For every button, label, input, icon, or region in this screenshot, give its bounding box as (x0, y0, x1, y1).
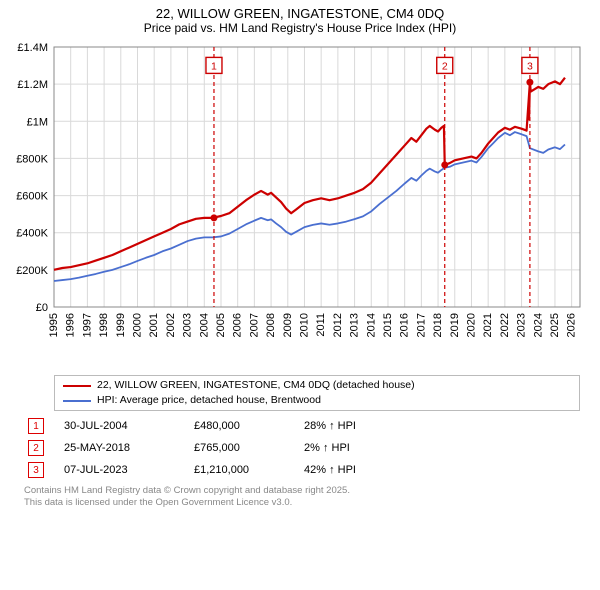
svg-text:3: 3 (527, 60, 533, 72)
title-address: 22, WILLOW GREEN, INGATESTONE, CM4 0DQ (0, 6, 600, 21)
chart-container: 22, WILLOW GREEN, INGATESTONE, CM4 0DQ P… (0, 0, 600, 509)
svg-text:2017: 2017 (415, 313, 427, 337)
svg-text:2: 2 (442, 60, 448, 72)
marker-box-icon: 2 (28, 440, 44, 456)
svg-text:£0: £0 (36, 302, 48, 314)
svg-text:2023: 2023 (516, 313, 528, 337)
legend: 22, WILLOW GREEN, INGATESTONE, CM4 0DQ (… (54, 375, 580, 411)
svg-text:2010: 2010 (298, 313, 310, 337)
svg-text:2020: 2020 (465, 313, 477, 337)
sale-marker-cell: 3 (24, 462, 64, 478)
table-row: 1 30-JUL-2004 £480,000 28% ↑ HPI (24, 415, 580, 437)
svg-text:2004: 2004 (198, 313, 210, 337)
sale-date: 30-JUL-2004 (64, 420, 194, 432)
svg-text:2002: 2002 (165, 313, 177, 337)
svg-text:2016: 2016 (399, 313, 411, 337)
svg-text:2014: 2014 (365, 313, 377, 337)
svg-text:2009: 2009 (282, 313, 294, 337)
svg-text:2007: 2007 (248, 313, 260, 337)
svg-text:2006: 2006 (232, 313, 244, 337)
legend-label: HPI: Average price, detached house, Bren… (97, 393, 321, 408)
svg-text:£1.2M: £1.2M (17, 79, 48, 91)
svg-text:1996: 1996 (65, 313, 77, 337)
svg-text:2005: 2005 (215, 313, 227, 337)
svg-text:2024: 2024 (532, 313, 544, 337)
sales-table: 1 30-JUL-2004 £480,000 28% ↑ HPI 2 25-MA… (24, 415, 580, 481)
svg-text:2001: 2001 (148, 313, 160, 337)
sale-delta: 2% ↑ HPI (304, 442, 424, 454)
svg-text:2008: 2008 (265, 313, 277, 337)
legend-swatch (63, 400, 91, 402)
svg-text:2018: 2018 (432, 313, 444, 337)
sale-delta: 42% ↑ HPI (304, 464, 424, 476)
svg-text:2021: 2021 (482, 313, 494, 337)
sale-price: £765,000 (194, 442, 304, 454)
svg-text:2011: 2011 (315, 313, 327, 337)
svg-text:£200K: £200K (16, 265, 48, 277)
sale-marker-cell: 1 (24, 418, 64, 434)
svg-text:2022: 2022 (499, 313, 511, 337)
legend-label: 22, WILLOW GREEN, INGATESTONE, CM4 0DQ (… (97, 378, 415, 393)
sale-price: £1,210,000 (194, 464, 304, 476)
marker-box-icon: 1 (28, 418, 44, 434)
svg-text:2025: 2025 (549, 313, 561, 337)
svg-text:1995: 1995 (48, 313, 60, 337)
title-subtitle: Price paid vs. HM Land Registry's House … (0, 21, 600, 35)
title-block: 22, WILLOW GREEN, INGATESTONE, CM4 0DQ P… (0, 0, 600, 39)
sale-marker-cell: 2 (24, 440, 64, 456)
svg-text:1998: 1998 (98, 313, 110, 337)
svg-text:1: 1 (211, 60, 217, 72)
svg-text:2003: 2003 (182, 313, 194, 337)
svg-text:1999: 1999 (115, 313, 127, 337)
svg-text:1997: 1997 (81, 313, 93, 337)
table-row: 3 07-JUL-2023 £1,210,000 42% ↑ HPI (24, 459, 580, 481)
sale-date: 25-MAY-2018 (64, 442, 194, 454)
footer-line: Contains HM Land Registry data © Crown c… (24, 485, 580, 497)
svg-text:£400K: £400K (16, 228, 48, 240)
svg-text:2015: 2015 (382, 313, 394, 337)
table-row: 2 25-MAY-2018 £765,000 2% ↑ HPI (24, 437, 580, 459)
svg-text:2019: 2019 (449, 313, 461, 337)
svg-text:2013: 2013 (349, 313, 361, 337)
marker-box-icon: 3 (28, 462, 44, 478)
svg-text:£1M: £1M (27, 116, 48, 128)
chart-area: £0 £200K £400K £600K £800K £1M £1.2M £1.4M 1995 1… (0, 39, 600, 369)
sale-price: £480,000 (194, 420, 304, 432)
svg-text:2000: 2000 (131, 313, 143, 337)
svg-text:2026: 2026 (566, 313, 578, 337)
sale-date: 07-JUL-2023 (64, 464, 194, 476)
line-chart: £0 £200K £400K £600K £800K £1M £1.2M £1.4M 1995 1… (0, 39, 600, 369)
legend-row: HPI: Average price, detached house, Bren… (63, 393, 571, 408)
svg-text:£1.4M: £1.4M (17, 42, 48, 54)
footer-line: This data is licensed under the Open Gov… (24, 497, 580, 509)
svg-text:2012: 2012 (332, 313, 344, 337)
svg-text:£800K: £800K (16, 153, 48, 165)
legend-row: 22, WILLOW GREEN, INGATESTONE, CM4 0DQ (… (63, 378, 571, 393)
footer-attribution: Contains HM Land Registry data © Crown c… (24, 485, 580, 509)
svg-text:£600K: £600K (16, 191, 48, 203)
sale-delta: 28% ↑ HPI (304, 420, 424, 432)
legend-swatch (63, 385, 91, 387)
